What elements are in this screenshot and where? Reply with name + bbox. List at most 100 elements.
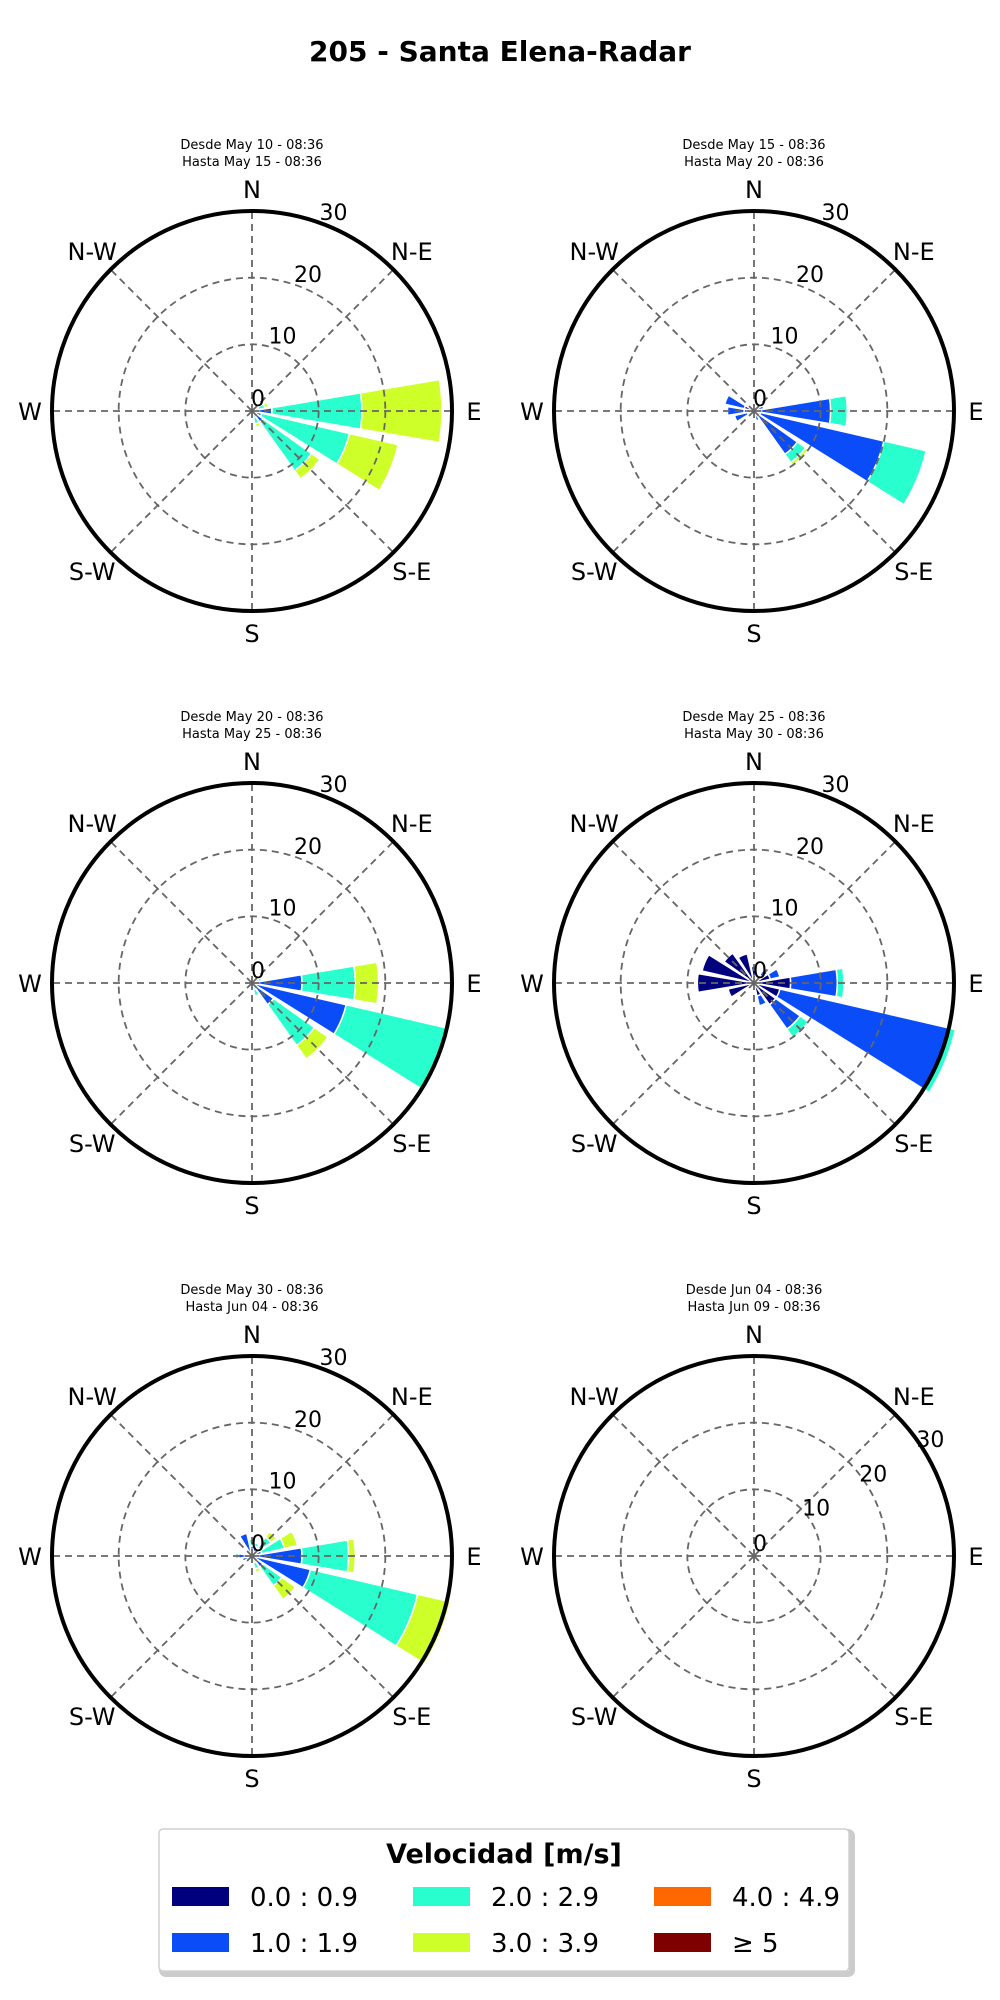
wind-bar: [755, 404, 765, 412]
wind-bar: [767, 967, 781, 981]
direction-label: N: [243, 748, 261, 776]
windrose-panel: Desde May 30 - 08:36 Hasta Jun 04 - 08:36…: [18, 1283, 481, 1793]
direction-label: W: [520, 970, 544, 998]
legend-label: 1.0 : 1.9: [250, 1929, 358, 1959]
legend-label: 4.0 : 4.9: [732, 1883, 840, 1913]
angular-gridline: [109, 840, 253, 984]
direction-label: S: [244, 1765, 259, 1793]
radial-tick-label: 0: [251, 959, 265, 984]
angular-gridline: [611, 410, 755, 554]
radial-tick-label: 30: [822, 201, 850, 226]
direction-label: E: [466, 398, 481, 426]
angular-gridline: [611, 840, 755, 984]
direction-label: S-W: [571, 1703, 618, 1731]
direction-label: E: [968, 398, 983, 426]
legend-title: Velocidad [m/s]: [386, 1839, 622, 1870]
radial-tick-label: 20: [859, 1462, 887, 1487]
radial-tick-label: 30: [916, 1428, 944, 1453]
radial-tick-label: 0: [753, 959, 767, 984]
radial-tick-label: 20: [294, 1408, 322, 1433]
radial-tick-label: 0: [753, 1532, 767, 1557]
wind-bar: [775, 988, 950, 1091]
chart-title: 205 - Santa Elena-Radar: [309, 35, 691, 68]
direction-label: S-W: [69, 558, 116, 586]
direction-label: N-E: [893, 810, 935, 838]
wind-bar: [262, 401, 270, 409]
radial-tick-label: 0: [753, 387, 767, 412]
direction-label: E: [466, 1543, 481, 1571]
direction-label: S-W: [69, 1130, 116, 1158]
radial-tick-label: 10: [771, 324, 799, 349]
angular-gridline: [109, 982, 253, 1126]
direction-label: S-W: [69, 1703, 116, 1731]
panel-date-to: Hasta May 30 - 08:36: [684, 727, 824, 742]
direction-label: N-W: [68, 1383, 117, 1411]
wind-bar: [723, 394, 747, 410]
direction-label: N: [745, 176, 763, 204]
direction-label: N-E: [391, 810, 433, 838]
angular-gridline: [753, 1555, 897, 1699]
direction-label: N: [243, 1321, 261, 1349]
wind-bar: [241, 1555, 251, 1563]
direction-label: S-E: [392, 1130, 431, 1158]
panel-date-from: Desde May 25 - 08:36: [682, 710, 825, 725]
wind-bar: [279, 1530, 299, 1550]
polar-frame: [50, 209, 454, 613]
direction-label: E: [466, 970, 481, 998]
angular-gridline: [753, 410, 897, 554]
direction-label: N-W: [570, 238, 619, 266]
wind-bar: [252, 987, 261, 997]
radial-tick-label: 0: [251, 387, 265, 412]
legend: Velocidad [m/s] 0.0 : 0.9 1.0 : 1.9 2.0 : 2…: [158, 1828, 855, 1977]
wind-bar: [701, 953, 755, 984]
legend-swatch: [413, 1887, 470, 1906]
radial-tick-label: 10: [269, 1469, 297, 1494]
panel-date-to: Hasta May 20 - 08:36: [684, 155, 824, 170]
panel-date-from: Desde May 10 - 08:36: [180, 138, 323, 153]
radial-tick-label: 0: [251, 1532, 265, 1557]
direction-label: W: [520, 398, 544, 426]
legend-label: 3.0 : 3.9: [491, 1929, 599, 1959]
direction-label: S: [746, 1192, 761, 1220]
windrose-panel: Desde May 10 - 08:36 Hasta May 15 - 08:36…: [18, 138, 481, 648]
direction-label: N-E: [893, 1383, 935, 1411]
polar-frame: [50, 781, 454, 1185]
angular-gridline: [251, 982, 395, 1126]
angular-gridline: [251, 1555, 395, 1699]
legend-swatch: [654, 1933, 711, 1952]
radial-tick-label: 10: [269, 324, 297, 349]
angular-gridline: [753, 1413, 897, 1557]
panel-date-to: Hasta Jun 09 - 08:36: [687, 1300, 820, 1315]
wind-bar: [238, 1532, 253, 1557]
direction-label: S-W: [571, 558, 618, 586]
direction-label: E: [968, 970, 983, 998]
direction-label: W: [18, 1543, 42, 1571]
direction-label: S-E: [392, 1703, 431, 1731]
windrose-panels: Desde May 10 - 08:36 Hasta May 15 - 08:36…: [18, 138, 983, 1793]
windrose-panel: Desde May 25 - 08:36 Hasta May 30 - 08:36…: [520, 710, 983, 1220]
angular-gridline: [109, 268, 253, 412]
angular-gridline: [753, 840, 897, 984]
angular-gridline: [753, 268, 897, 412]
angular-gridline: [753, 982, 897, 1126]
radial-tick-label: 30: [320, 201, 348, 226]
direction-label: W: [18, 398, 42, 426]
angular-gridline: [251, 840, 395, 984]
polar-frame: [552, 209, 956, 613]
wind-bar: [866, 440, 928, 506]
windrose-panel: Desde May 15 - 08:36 Hasta May 20 - 08:36…: [520, 138, 983, 648]
direction-label: N: [745, 1321, 763, 1349]
legend-swatch: [654, 1887, 711, 1906]
angular-gridline: [109, 1555, 253, 1699]
radial-tick-label: 30: [822, 773, 850, 798]
panel-date-to: Hasta Jun 04 - 08:36: [185, 1300, 318, 1315]
direction-label: S-W: [571, 1130, 618, 1158]
direction-label: N: [243, 176, 261, 204]
panel-date-to: Hasta May 15 - 08:36: [182, 155, 322, 170]
wind-bar: [753, 412, 761, 422]
angular-gridline: [251, 1413, 395, 1557]
legend-label: 0.0 : 0.9: [250, 1883, 358, 1913]
direction-label: N-E: [391, 238, 433, 266]
panel-date-from: Desde May 15 - 08:36: [682, 138, 825, 153]
polar-frame: [552, 781, 956, 1185]
